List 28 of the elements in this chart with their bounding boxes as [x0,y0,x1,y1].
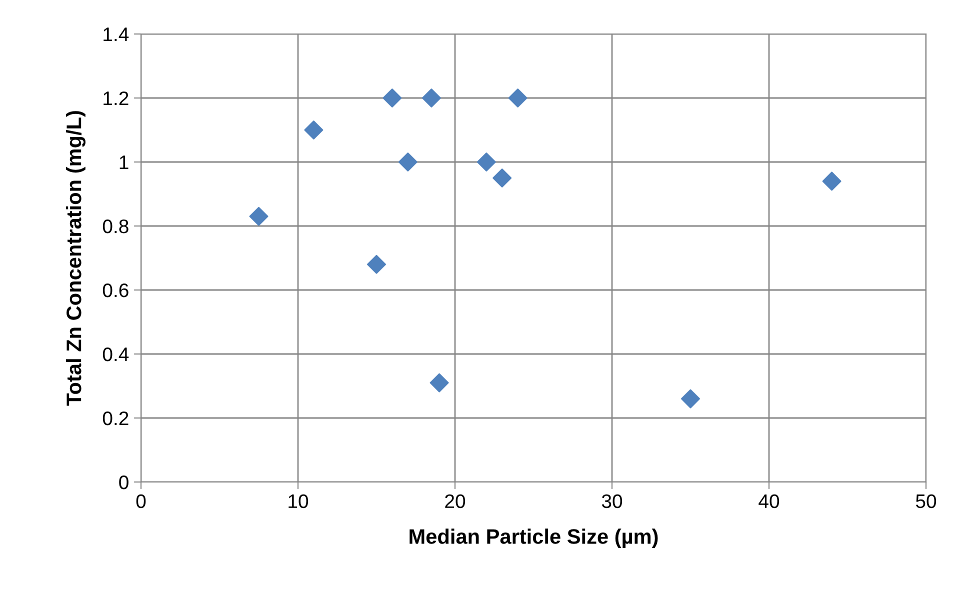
y-tick-label: 0 [119,475,128,490]
point [422,88,441,108]
point [398,152,418,172]
y-tick-label: 1 [120,156,128,170]
y-tick-label: 1.2 [104,91,128,106]
x-tick-label: 0 [136,494,146,508]
point [476,152,496,172]
point [492,168,512,188]
y-axis-title: Total Zn Concentration (mg/L) [66,111,86,406]
x-tick-label: 50 [916,494,936,508]
x-tick-label: 20 [445,494,466,508]
point [367,254,386,274]
y-tick-label: 0.6 [102,283,128,298]
point [822,172,842,191]
y-tick-label: 0.4 [102,347,129,362]
point [249,206,268,226]
point [382,88,402,108]
x-tick-label: 10 [288,494,308,508]
point [304,120,324,140]
y-tick-label: 1.4 [104,28,129,42]
point [508,88,528,108]
x-axis-title: Median Particle Size (µm) [410,528,658,548]
x-tick-label: 40 [758,494,780,508]
y-tick-label: 0.8 [102,219,128,234]
y-tick-label: 0.2 [102,411,128,426]
point [430,373,449,392]
point [681,389,700,408]
x-tick-label: 30 [602,494,622,508]
